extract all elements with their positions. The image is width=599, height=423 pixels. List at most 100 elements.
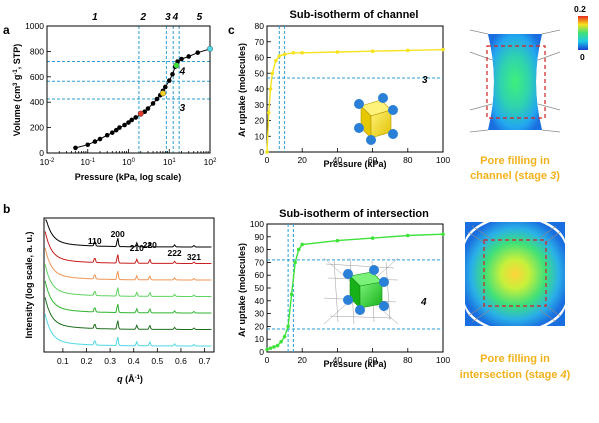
xtick-label: 40 [333, 155, 343, 165]
panel-b-peak-label-222: 222 [167, 248, 181, 258]
panel-c-channel: c Sub-isotherm of channel 0 20 40 60 80 100 0 1… [228, 9, 450, 169]
panel-label-c: c [228, 23, 235, 37]
panel-a-point [133, 115, 138, 120]
channel-framework-inset [354, 93, 398, 145]
panel-b-peak-label-220: 220 [143, 240, 157, 250]
ytick-label: 50 [255, 68, 265, 78]
channel-caption-line1: Pore filling in [480, 155, 550, 167]
channel-highlight-box [486, 45, 546, 119]
panel-b-xtick-label: 0.2 [81, 356, 93, 366]
data-point [291, 50, 296, 55]
data-point [300, 50, 305, 55]
panel-b-xtick-label: 0.3 [104, 356, 116, 366]
intersection-stage-label: 4 [420, 297, 427, 308]
panel-a-point [109, 130, 115, 135]
panel-a-point [145, 106, 151, 111]
panel-a-isotherm-line [75, 48, 211, 149]
ytick-label: 0 [259, 147, 264, 157]
panel-a-point [150, 101, 156, 106]
data-point [296, 247, 301, 252]
panel-a-point [195, 50, 201, 55]
panel-a-point [129, 117, 135, 123]
ytick-label: 50 [255, 283, 265, 293]
panel-a-region-label-4: 4 [172, 12, 179, 23]
panel-b-curve [44, 280, 212, 314]
panel-c-bottom-xlabel: Pressure (kPa) [323, 359, 386, 369]
data-point [282, 52, 287, 57]
data-point [275, 343, 280, 348]
data-point [266, 110, 271, 115]
panel-a-region-label-1: 1 [92, 12, 98, 23]
panel-b-curve [44, 264, 212, 297]
ytick-label: 70 [255, 257, 265, 267]
panel-c-top-title: Sub-isotherm of channel [290, 9, 419, 21]
panel-a-point [170, 71, 175, 77]
panel-a-point [73, 145, 78, 151]
panel-a-xtick-label: 102 [204, 157, 217, 167]
xtick-label: 0 [265, 355, 270, 365]
panel-c-bottom-title: Sub-isotherm of intersection [279, 208, 429, 220]
panel-a-xtick-label: 101 [163, 157, 176, 167]
panel-b-xtick-label: 0.4 [128, 356, 140, 366]
intersection-caption-line1: Pore filling in [480, 353, 550, 365]
data-point [272, 345, 276, 349]
panel-c-top-ylabel: Ar uptake (molecules) [237, 43, 247, 137]
panel-a-highlight-point [159, 90, 166, 97]
data-point [300, 242, 305, 247]
data-point [406, 48, 410, 53]
data-point [282, 334, 287, 339]
panel-c-intersection: Sub-isotherm of intersection 0 20 40 60 80 10… [237, 208, 450, 369]
panel-a-point [186, 54, 191, 59]
ytick-label: 0 [259, 347, 264, 357]
data-point [441, 47, 445, 52]
panel-b-peak-label-321: 321 [187, 252, 201, 262]
panel-b-peak-label-110: 110 [88, 236, 102, 246]
data-point [441, 232, 445, 237]
panel-b-ylabel: Intensity (log scale, a. u.) [24, 231, 34, 338]
panel-a-point [85, 142, 91, 148]
ytick-label: 80 [255, 21, 265, 31]
panel-a-highlight-point [173, 62, 180, 69]
intersection-density-map [465, 222, 565, 326]
ytick-label: 40 [255, 84, 265, 94]
panel-a-point [117, 125, 122, 130]
panel-a-ylabel: Volume (cm3 g-1, STP) [12, 44, 22, 137]
panel-b-curve [45, 219, 212, 248]
channel-framework-lines [469, 29, 561, 133]
panel-b-xtick-label: 0.5 [151, 356, 163, 366]
panel-a-xtick-label: 100 [122, 157, 135, 167]
panel-b-xtick-label: 0.7 [199, 356, 211, 366]
data-point [265, 150, 269, 154]
xtick-label: 20 [297, 155, 307, 165]
ytick-label: 30 [255, 100, 265, 110]
ytick-label: 40 [255, 296, 265, 306]
panel-a-xlabel: Pressure (kPa, log scale) [75, 172, 182, 182]
panel-b-xlabel: q (Å-1) [117, 374, 143, 384]
data-point [277, 54, 282, 58]
panel-a-xtick-label: 10-1 [80, 157, 95, 167]
ytick-label: 30 [255, 309, 265, 319]
channel-caption-line2: channel (stage 3) [470, 170, 560, 182]
panel-a-point [154, 96, 160, 102]
panel-b-curve [44, 231, 212, 264]
panel-a-stage-label-3: 3 [180, 103, 186, 114]
panel-a-point [179, 56, 184, 62]
xtick-label: 60 [368, 355, 378, 365]
panel-label-a: a [3, 23, 10, 37]
intersection-framework-lines [467, 225, 561, 323]
data-point [289, 292, 294, 297]
xtick-label: 40 [333, 355, 343, 365]
xtick-label: 80 [403, 155, 413, 165]
panel-b-axes-frame [43, 217, 215, 353]
ytick-label: 60 [255, 53, 265, 63]
channel-stage-label: 3 [422, 75, 428, 86]
panel-a-ytick-label: 1000 [25, 21, 44, 31]
panel-a-region-label-3: 3 [165, 12, 171, 23]
xtick-label: 0 [265, 155, 270, 165]
xtick-label: 20 [297, 355, 307, 365]
panel-a-stage-label-4: 4 [179, 67, 186, 78]
xtick-label: 100 [436, 355, 450, 365]
panel-a-xtick-label: 10-2 [40, 157, 55, 167]
panel-a-region-label-2: 2 [139, 12, 146, 23]
